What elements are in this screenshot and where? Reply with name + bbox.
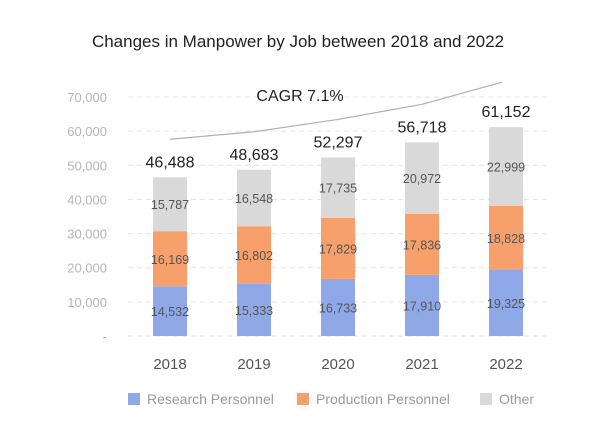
y-tick-label: 40,000	[67, 192, 107, 207]
cagr-annotation: CAGR 7.1%	[256, 88, 343, 105]
data-label: 16,548	[235, 192, 273, 206]
data-label: 17,735	[319, 182, 357, 196]
legend-swatch	[297, 393, 309, 405]
bar-segment	[237, 169, 271, 227]
y-tick-label: 60,000	[67, 124, 107, 139]
y-tick-label: 50,000	[67, 158, 107, 173]
bar-segment	[405, 213, 439, 275]
bar-segment	[237, 283, 271, 336]
bars: 14,532 16,169 15,787 46,488 15,333 16,802 16,5…	[146, 104, 531, 336]
data-label: 19,325	[487, 297, 525, 311]
y-tick-label: 20,000	[67, 261, 107, 276]
bar-segment	[321, 278, 355, 336]
data-label: 16,802	[235, 249, 273, 263]
bar-segment	[153, 231, 187, 287]
x-tick-label: 2021	[405, 356, 438, 373]
data-label: 17,829	[319, 242, 357, 256]
legend-swatch	[128, 393, 140, 405]
cagr-trend-line	[169, 81, 503, 140]
data-label: 18,828	[487, 232, 525, 246]
bar-segment	[489, 205, 523, 271]
total-label: 48,683	[230, 147, 279, 164]
data-label: 14,532	[151, 305, 189, 319]
legend-label: Other	[499, 391, 534, 407]
data-label: 15,333	[235, 304, 273, 318]
legend-label: Research Personnel	[147, 391, 274, 407]
bar-segment	[153, 177, 187, 232]
bar-segment	[405, 274, 439, 336]
bar-segment	[153, 286, 187, 336]
total-label: 61,152	[482, 104, 531, 121]
legend-swatch	[480, 393, 492, 405]
y-tick-label: 30,000	[67, 227, 107, 242]
data-label: 20,972	[403, 172, 441, 186]
total-label: 52,297	[314, 134, 363, 151]
bar-segment	[489, 127, 523, 206]
bar-segment	[489, 270, 523, 336]
bar-segment	[237, 226, 271, 284]
bar-segment	[321, 157, 355, 218]
data-label: 22,999	[487, 160, 525, 174]
data-label: 15,787	[151, 198, 189, 212]
x-tick-label: 2018	[153, 356, 186, 373]
x-axis: 2018 2019 2020 2021 2022	[153, 356, 522, 373]
x-tick-label: 2019	[237, 356, 270, 373]
chart-title: Changes in Manpower by Job between 2018 …	[92, 32, 504, 51]
data-label: 16,169	[151, 253, 189, 267]
total-label: 46,488	[146, 154, 195, 171]
y-tick-label: 10,000	[67, 295, 107, 310]
x-tick-label: 2020	[321, 356, 354, 373]
legend-label: Production Personnel	[316, 391, 450, 407]
data-label: 16,733	[319, 301, 357, 315]
data-label: 17,836	[403, 238, 441, 252]
y-tick-label: 70,000	[67, 90, 107, 105]
y-tick-label: -	[103, 329, 107, 344]
bar-segment	[405, 142, 439, 214]
y-axis: - 10,000 20,000 30,000 40,000 50,000 60,000 70,…	[67, 90, 107, 344]
total-label: 56,718	[398, 119, 447, 136]
data-label: 17,910	[403, 299, 441, 313]
cagr-trend: CAGR 7.1%	[169, 81, 503, 140]
x-tick-label: 2022	[489, 356, 522, 373]
legend: Research Personnel Production Personnel Ot…	[128, 391, 534, 407]
bar-segment	[321, 217, 355, 279]
